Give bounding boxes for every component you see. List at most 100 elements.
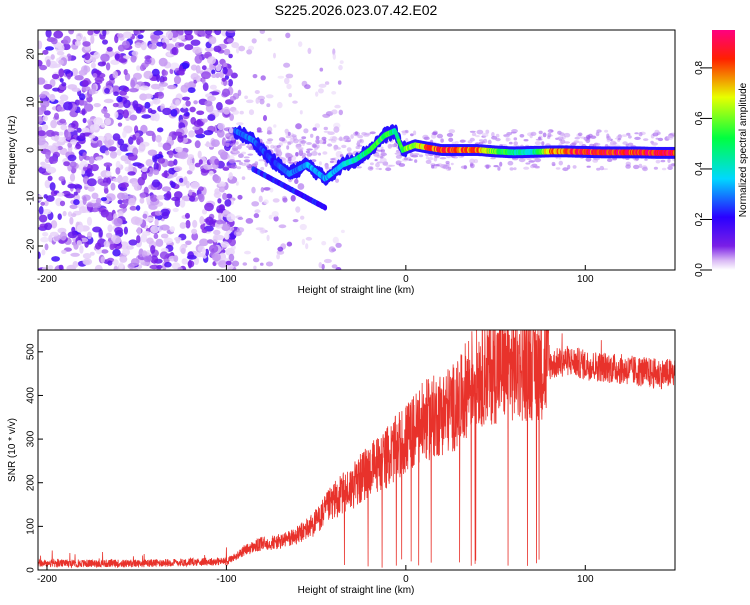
spectrogram-noise-blob: [225, 260, 232, 266]
spectrogram-smear: [628, 135, 632, 139]
spectrogram-noise-blob: [82, 166, 87, 172]
spectrogram-noise-blob: [113, 213, 118, 220]
spectrogram-noise-blob: [332, 53, 336, 60]
spectrogram-smear: [322, 142, 327, 145]
spectrogram-noise-blob: [54, 135, 59, 142]
spectrogram-smear: [346, 137, 352, 143]
spectrogram-noise-blob: [236, 47, 240, 54]
spectrogram-noise-blob: [101, 60, 107, 66]
spectrogram-smear: [405, 138, 409, 143]
spectrogram-noise-blob: [82, 258, 93, 266]
spectrogram-noise-blob: [120, 155, 128, 162]
spectrogram-noise-blob: [60, 124, 68, 131]
spectrogram-smear: [235, 160, 242, 163]
spectrogram-noise-blob: [241, 176, 246, 181]
spectrogram-noise-blob: [224, 232, 230, 240]
spectrogram-smear: [339, 136, 343, 142]
spectrogram-smear: [380, 151, 386, 156]
spectrogram-smear: [310, 133, 314, 138]
spectrogram-noise-blob: [96, 140, 103, 147]
spectrogram-noise-blob: [214, 188, 220, 195]
spectrogram-smear: [551, 161, 556, 167]
spectrogram-smear: [607, 158, 613, 162]
spectrogram-smear: [238, 153, 244, 158]
spectrogram-smear: [224, 133, 231, 137]
spectrogram-smear: [333, 145, 338, 151]
spectrogram-noise-blob: [137, 34, 144, 39]
spectrogram-noise-blob: [182, 103, 187, 109]
spectrogram-noise-blob: [123, 69, 128, 76]
spectrogram-smear: [537, 136, 542, 140]
spectrogram-noise-blob: [93, 103, 101, 108]
spectrogram-noise-blob: [112, 102, 119, 108]
spectrogram-heatmap: [38, 30, 675, 270]
spectrogram-noise-blob: [299, 110, 303, 115]
spectrogram-noise-blob: [124, 241, 129, 248]
spectrogram-noise-blob: [45, 30, 52, 38]
spectrogram-noise-blob: [41, 249, 46, 256]
spectrogram-smear: [413, 130, 417, 136]
spectrogram-smear: [474, 142, 481, 145]
spectrogram-smear: [577, 132, 583, 137]
spectrogram-noise-blob: [184, 44, 194, 51]
spectrogram-noise-blob: [104, 87, 110, 94]
spectrogram-smear: [254, 161, 259, 166]
spectrogram-noise-blob: [40, 201, 45, 206]
spectrogram-smear: [654, 129, 660, 134]
spectrogram-noise-blob: [90, 34, 95, 44]
spectrogram-noise-blob: [217, 198, 222, 204]
spectrogram-smear: [642, 166, 648, 172]
spectrogram-noise-blob: [150, 34, 161, 40]
spectrogram-noise-blob: [178, 151, 189, 160]
spectrogram-noise-blob: [59, 200, 66, 207]
spectrogram-noise-blob: [89, 251, 95, 256]
spectrogram-smear: [228, 128, 235, 134]
colorbar-tick-label: 0.4: [694, 162, 705, 176]
spectrogram-smear: [497, 166, 501, 171]
spectrogram-noise-blob: [185, 219, 191, 229]
spectrogram-ytick-label: 10: [26, 96, 37, 108]
spectrogram-noise-blob: [79, 245, 84, 254]
spectrogram-noise-blob: [150, 109, 157, 114]
spectrogram-noise-blob: [129, 114, 138, 121]
spectrogram-noise-blob: [58, 176, 66, 182]
spectrogram-smear: [287, 131, 291, 137]
spectrogram-smear: [395, 154, 402, 159]
spectrogram-noise-blob: [82, 253, 92, 259]
spectrogram-smear: [657, 137, 664, 142]
spectrogram-noise-blob: [236, 227, 245, 233]
spectrogram-noise-blob: [273, 52, 276, 59]
spectrogram-noise-blob: [222, 62, 227, 67]
spectrogram-noise-blob: [43, 110, 51, 116]
snr-xtick-label: 0: [403, 574, 409, 585]
spectrogram-noise-blob: [45, 195, 55, 202]
spectrogram-noise-blob: [238, 45, 246, 52]
spectrogram-smear: [395, 160, 403, 163]
spectrogram-smear: [578, 141, 584, 146]
snr-ylabel: SNR (10 * v/v): [7, 418, 18, 482]
spectrogram-noise-blob: [254, 209, 261, 214]
spectrogram-noise-blob: [299, 223, 307, 231]
spectrogram-noise-blob: [38, 93, 47, 99]
spectrogram-noise-blob: [148, 43, 158, 50]
spectrogram-noise-blob: [202, 82, 209, 92]
spectrogram-smear: [513, 167, 517, 171]
spectrogram-noise-blob: [253, 265, 257, 270]
spectrogram-noise-blob: [93, 117, 103, 126]
spectrogram-smear: [459, 139, 466, 143]
spectrogram-noise-blob: [215, 72, 220, 79]
spectrogram-noise-blob: [153, 30, 164, 36]
spectrogram-smear: [267, 138, 274, 142]
spectrogram-noise-blob: [100, 197, 107, 202]
spectrogram-noise-blob: [47, 265, 54, 270]
spectrogram-noise-blob: [163, 237, 173, 244]
spectrogram-noise-blob: [237, 89, 242, 97]
spectrogram-noise-blob: [265, 94, 274, 99]
spectrogram-noise-blob: [265, 261, 274, 267]
spectrogram-noise-blob: [87, 178, 97, 187]
spectrogram-noise-blob: [106, 46, 113, 52]
spectrogram-smear: [247, 153, 254, 156]
spectrogram-noise-blob: [285, 73, 294, 79]
spectrogram-smear: [316, 144, 320, 149]
spectrogram-smear: [306, 142, 312, 145]
